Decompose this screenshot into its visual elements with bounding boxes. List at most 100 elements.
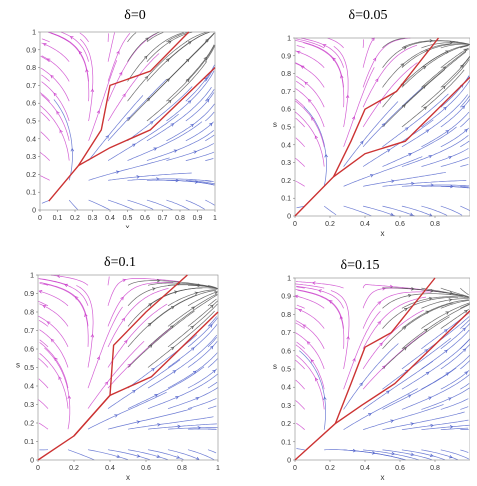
phase-portrait-delta-0-1: δ=0.1 0 0.2 0.4 0.6 0.8 1 0 0.1 0.2 0.3 0.4 0.5 0.6 0… [10, 255, 235, 486]
streamlines [40, 32, 215, 210]
separatrix-curve [295, 311, 470, 460]
x-tick-label: 0.3 [88, 215, 98, 222]
streamline [166, 143, 213, 160]
streamline [128, 33, 137, 42]
x-axis-label: x [126, 223, 130, 228]
streamline [108, 277, 109, 286]
separatrix-curve [38, 312, 218, 460]
y-tick-label: 0 [287, 214, 291, 221]
streamline [51, 275, 88, 285]
streamline [40, 176, 49, 181]
streamline [50, 32, 89, 81]
streamline [41, 132, 50, 141]
streamline [383, 450, 432, 460]
y-tick-label: 0.5 [24, 365, 34, 372]
y-tick-label: 0.6 [281, 107, 291, 114]
streamline [38, 301, 48, 306]
y-tick-label: 0.7 [281, 330, 291, 337]
streamline [108, 33, 115, 62]
x-tick-label: 0.4 [360, 465, 370, 472]
streamline [363, 405, 443, 430]
streamline [383, 368, 457, 410]
streamline [334, 46, 348, 127]
streamline [108, 450, 150, 460]
streamline [344, 389, 418, 430]
streamline [208, 359, 218, 368]
y-tick-label: 0.5 [26, 119, 36, 126]
streamline [441, 48, 469, 68]
x-tick-label: 0.2 [69, 465, 79, 472]
streamline [460, 407, 468, 410]
streamline [108, 282, 173, 326]
streamline [40, 342, 68, 388]
streamline [51, 33, 88, 101]
y-tick-label: 0.4 [281, 142, 291, 149]
x-tick-label: 0.6 [141, 465, 151, 472]
streamline [383, 70, 445, 127]
y-tick-label: 0 [287, 458, 291, 465]
streamline [295, 158, 304, 167]
streamline [344, 102, 398, 167]
x-tick-label: 0.6 [140, 215, 150, 222]
y-tick-label: 0.6 [281, 348, 291, 355]
x-tick-label: 0.7 [158, 215, 168, 222]
y-axis-label: s [273, 362, 277, 371]
streamline [44, 284, 89, 347]
streamline [363, 297, 426, 349]
stream-plot-svg: 0 0.2 0.4 0.6 0.8 1 0 0.1 0.2 0.3 0.4 0.5 0.6 0.7 0.8 0… [10, 255, 235, 486]
y-tick-label: 0.4 [281, 385, 291, 392]
streamline [460, 320, 469, 329]
streamline [297, 45, 305, 48]
streamline [88, 392, 167, 429]
streamline [186, 200, 205, 209]
x-tick-label: 1 [216, 465, 220, 472]
x-tick-label: 0.6 [395, 465, 405, 472]
x-tick-label: 0.8 [175, 215, 185, 222]
phase-portrait-delta-0-05: δ=0.05 0 0.2 0.4 0.6 0.8 0 0.1 0.2 0.3 0.4 0.5 0.6 0… [250, 8, 470, 238]
streamline [40, 279, 89, 306]
y-tick-label: 0.7 [24, 328, 34, 335]
y-tick-label: 0.3 [281, 403, 291, 410]
x-tick-label: 0.2 [325, 221, 335, 228]
y-tick-label: 0.9 [281, 294, 291, 301]
y-tick-label: 0.4 [26, 136, 36, 143]
streamline [296, 181, 305, 186]
x-tick-label: 0.8 [430, 465, 440, 472]
streamline [328, 38, 344, 48]
y-tick-label: 0.9 [26, 47, 36, 54]
streamline [168, 294, 217, 327]
streamline [344, 206, 372, 216]
streamline [460, 340, 469, 349]
streamline [186, 32, 207, 42]
streamline [460, 288, 468, 295]
streamline [205, 89, 214, 101]
separatrix-curve [334, 38, 439, 177]
streamline [296, 401, 305, 410]
streamline [208, 450, 216, 453]
y-tick-label: 0.1 [281, 439, 291, 446]
x-tick-label: 0.5 [123, 215, 133, 222]
y-tick-label: 0.6 [24, 347, 34, 354]
streamline [324, 206, 336, 215]
streamline [40, 106, 69, 161]
streamline [296, 89, 325, 127]
streamline [188, 450, 214, 460]
streamline [39, 423, 48, 429]
streamline [421, 148, 468, 166]
streamline [38, 400, 48, 409]
streamline [147, 32, 210, 81]
streamline [208, 382, 217, 388]
y-axis-label: s [16, 361, 20, 370]
y-tick-label: 0.6 [26, 101, 36, 108]
streamline [208, 406, 216, 409]
y-tick-label: 0.3 [24, 402, 34, 409]
streamline [402, 450, 445, 460]
phase-portrait-delta-0-15: δ=0.15 0 0.2 0.4 0.6 0.8 0 0.1 0.2 0.3 0.4 0.5 0.6 0… [250, 258, 470, 486]
streamline [80, 33, 89, 42]
streamline [128, 200, 154, 209]
x-tick-label: 0.9 [193, 215, 203, 222]
x-tick-label: 0 [36, 465, 40, 472]
streamline [296, 380, 305, 389]
streamline [108, 34, 157, 102]
streamline [383, 338, 451, 389]
